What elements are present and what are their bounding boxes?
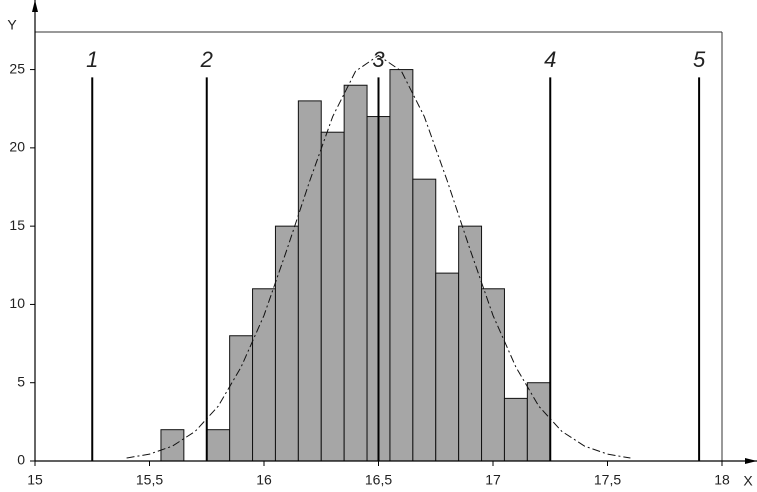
bar: [343, 84, 368, 462]
y-arrow: [32, 0, 38, 12]
bar: [435, 272, 460, 462]
y-tick-label: 5: [17, 373, 25, 389]
x-axis-label: X: [743, 473, 753, 489]
y-axis-label: Y: [7, 17, 17, 33]
bar: [297, 100, 322, 462]
y-tick-label: 20: [9, 139, 25, 155]
marker-label: 5: [693, 47, 706, 72]
marker-label: 3: [372, 47, 385, 72]
x-tick-label: 17,5: [594, 472, 621, 488]
marker-label: 4: [544, 47, 556, 72]
bar: [503, 397, 528, 462]
x-tick-label: 15,5: [136, 472, 163, 488]
x-arrow: [745, 458, 757, 464]
bar: [229, 335, 254, 462]
x-tick-label: 15: [27, 472, 43, 488]
bar: [160, 429, 185, 462]
y-tick-label: 25: [9, 60, 25, 76]
bar: [389, 69, 414, 462]
bar: [206, 429, 231, 462]
y-tick-label: 0: [17, 452, 25, 468]
bar: [458, 225, 483, 462]
x-tick-label: 18: [714, 472, 730, 488]
marker-label: 1: [86, 47, 98, 72]
bar: [320, 131, 345, 462]
marker-label: 2: [200, 47, 213, 72]
x-tick-label: 16: [256, 472, 272, 488]
fitted-curve: [126, 54, 631, 459]
x-tick-label: 16,5: [365, 472, 392, 488]
bar: [274, 225, 299, 462]
bar: [412, 178, 437, 462]
x-tick-label: 17: [485, 472, 501, 488]
y-tick-label: 10: [9, 295, 25, 311]
bar: [526, 382, 551, 462]
y-tick-label: 15: [9, 217, 25, 233]
